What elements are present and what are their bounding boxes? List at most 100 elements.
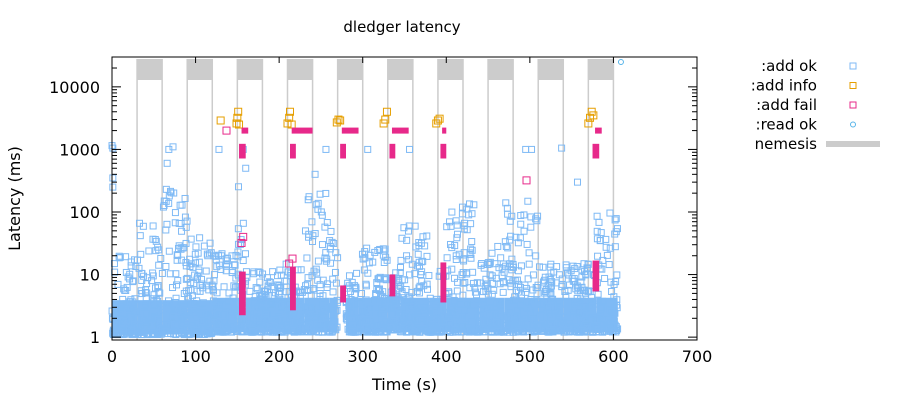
- add-ok-point: [136, 232, 144, 240]
- x-tick-label: 0: [107, 347, 117, 366]
- add-ok-point: [265, 278, 273, 286]
- add-ok-point: [468, 210, 476, 218]
- add-ok-point: [580, 260, 588, 268]
- add-ok-point: [613, 271, 621, 279]
- add-ok-point: [494, 242, 502, 250]
- add-ok-point: [597, 229, 605, 237]
- add-ok-point: [118, 324, 126, 332]
- add-ok-point: [149, 235, 157, 243]
- add-ok-point: [594, 325, 602, 333]
- add-ok-point: [533, 290, 541, 298]
- nemesis-layer: [136, 59, 615, 340]
- add-ok-point: [307, 305, 315, 313]
- add-ok-point: [610, 280, 618, 288]
- add-ok-point: [268, 328, 276, 336]
- add-ok-point: [426, 315, 434, 323]
- add-ok-point: [169, 313, 177, 321]
- add-ok-point: [415, 262, 423, 270]
- add-ok-point: [190, 328, 198, 336]
- add-fail-band: [391, 127, 409, 134]
- add-ok-point: [596, 237, 604, 245]
- add-ok-point: [467, 254, 475, 262]
- add-ok-point: [423, 232, 431, 240]
- add-ok-point: [517, 212, 525, 220]
- add-ok-point: [571, 265, 579, 273]
- add-ok-point: [458, 203, 466, 211]
- add-info-point: [433, 116, 442, 125]
- add-ok-point: [405, 294, 413, 302]
- add-ok-point: [453, 234, 461, 242]
- add-ok-point: [541, 324, 549, 332]
- add-ok-point: [535, 263, 543, 271]
- add-ok-point: [215, 145, 223, 153]
- chart-title: dledger latency: [343, 18, 460, 36]
- add-ok-point: [521, 281, 529, 289]
- add-ok-point: [588, 302, 596, 310]
- add-ok-point: [334, 254, 342, 262]
- add-ok-point: [256, 278, 264, 286]
- add-ok-point: [516, 234, 524, 242]
- add-ok-point: [525, 328, 533, 336]
- add-ok-point: [552, 279, 560, 287]
- add-ok-point: [358, 307, 366, 315]
- add-ok-point: [459, 291, 467, 299]
- add-ok-point: [451, 326, 459, 334]
- add-fail-band: [595, 127, 602, 134]
- add-ok-point: [230, 282, 238, 290]
- add-ok-point: [398, 288, 406, 296]
- add-ok-point: [403, 252, 411, 260]
- add-ok-point: [305, 320, 313, 328]
- add-ok-point: [141, 316, 149, 324]
- add-ok-point: [540, 276, 548, 284]
- add-ok-point: [312, 265, 320, 273]
- add-ok-point: [367, 327, 375, 335]
- add-ok-point: [385, 297, 393, 305]
- add-ok-point: [215, 303, 223, 311]
- add-ok-point: [328, 238, 336, 246]
- add-ok-point: [582, 289, 590, 297]
- add-ok-point: [203, 250, 211, 258]
- add-ok-point: [177, 256, 185, 264]
- add-ok-point: [242, 316, 250, 324]
- add-ok-point: [408, 260, 416, 268]
- add-ok-point: [613, 225, 621, 233]
- add-ok-point: [486, 303, 494, 311]
- add-ok-point: [178, 315, 186, 323]
- add-ok-point: [202, 317, 210, 325]
- add-ok-point: [307, 291, 315, 299]
- add-ok-point: [533, 284, 541, 292]
- add-ok-point: [533, 217, 541, 225]
- add-ok-point: [296, 292, 304, 300]
- add-ok-point: [181, 194, 189, 202]
- add-ok-point: [510, 296, 518, 304]
- add-ok-point: [443, 324, 451, 332]
- add-ok-point: [210, 271, 218, 279]
- legend-label: :read ok: [756, 116, 818, 134]
- add-ok-point: [554, 303, 562, 311]
- add-ok-point: [427, 301, 435, 309]
- add-ok-point: [497, 254, 505, 262]
- add-ok-point: [198, 317, 206, 325]
- add-ok-point: [480, 318, 488, 326]
- add-ok-point: [581, 302, 589, 310]
- add-ok-point: [477, 306, 485, 314]
- add-ok-point: [432, 307, 440, 315]
- add-ok-point: [536, 312, 544, 320]
- add-ok-point: [305, 233, 313, 241]
- add-ok-point: [202, 267, 210, 275]
- add-ok-point: [195, 258, 203, 266]
- add-ok-point: [141, 288, 149, 296]
- add-ok-point: [396, 264, 404, 272]
- add-ok-point: [331, 268, 339, 276]
- add-ok-point: [407, 302, 415, 310]
- add-ok-point: [522, 145, 530, 153]
- add-ok-point: [373, 321, 381, 329]
- read-ok-point: [617, 58, 624, 65]
- add-ok-point: [165, 199, 173, 207]
- add-ok-point: [165, 247, 173, 255]
- add-fail-band: [389, 274, 396, 297]
- add-ok-point: [187, 235, 195, 243]
- add-ok-point: [525, 249, 533, 257]
- add-ok-point: [185, 330, 193, 338]
